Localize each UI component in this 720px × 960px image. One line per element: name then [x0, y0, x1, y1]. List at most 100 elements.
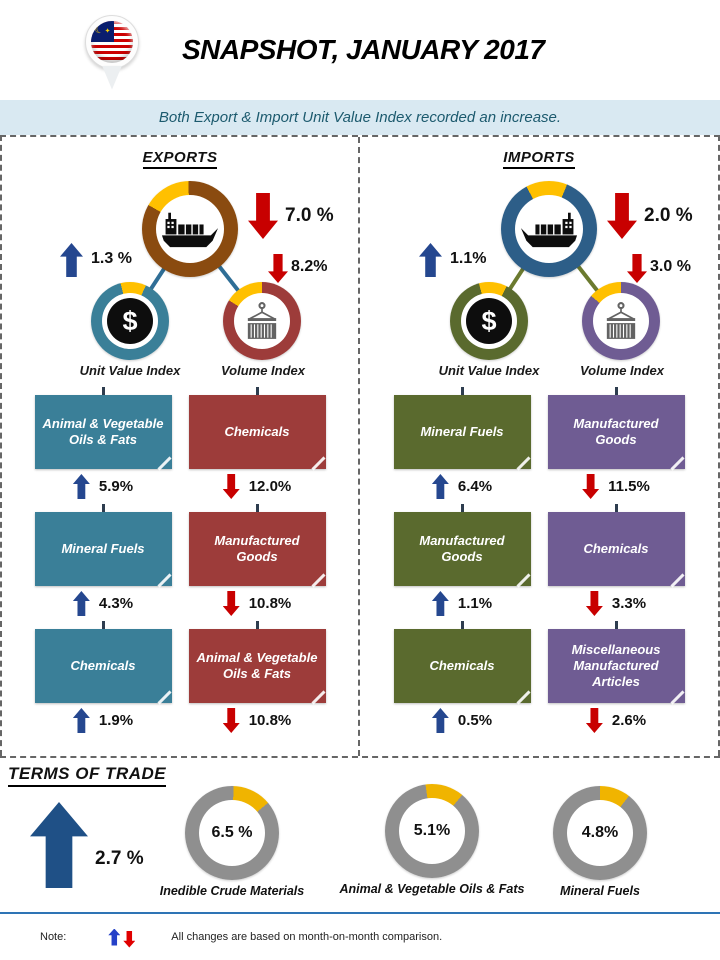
- exports-title: EXPORTS: [142, 149, 218, 169]
- exports-total-donut: [142, 181, 238, 277]
- connector-tick: [460, 387, 464, 395]
- change-value: 3.3%: [611, 595, 647, 612]
- connector-tick: [614, 504, 618, 512]
- category-change: 12.0%: [222, 469, 291, 504]
- connector-tick: [460, 621, 464, 629]
- up-arrow-icon: [72, 474, 90, 499]
- category-label: Manufactured Goods: [573, 415, 659, 447]
- trade-indices-panel: EXPORTS: [0, 135, 720, 756]
- imports-uvi-column: Mineral Fuels 6.4% Manufactured Goods 1.…: [393, 387, 531, 738]
- tot-value: 6.5 %: [211, 824, 253, 841]
- category-label: Mineral Fuels: [61, 540, 145, 556]
- connector-tick: [460, 504, 464, 512]
- down-arrow-icon: [585, 708, 603, 733]
- category-change: 2.6%: [585, 703, 647, 738]
- tot-item: 5.1% Animal & Vegetable Oils & Fats: [337, 784, 527, 896]
- imports-top-movers: Mineral Fuels 6.4% Manufactured Goods 1.…: [393, 387, 685, 738]
- change-value: 2.6%: [611, 712, 647, 729]
- highlight-banner: Both Export & Import Unit Value Index re…: [0, 100, 720, 135]
- down-arrow-icon: [582, 474, 600, 499]
- down-arrow-icon: [123, 930, 136, 948]
- tot-item: 4.8% Mineral Fuels: [505, 786, 695, 898]
- exports-unit-value-donut: $: [91, 282, 169, 360]
- imports-total-change: 2.0 %: [644, 205, 693, 226]
- header: ☾ ✦ SNAPSHOT, JANUARY 2017: [0, 0, 720, 100]
- tot-item: 6.5 % Inedible Crude Materials: [137, 786, 327, 898]
- up-arrow-icon: [72, 708, 90, 733]
- imports-unit-value-donut: $: [450, 282, 528, 360]
- exports-top-movers: Animal & Vegetable Oils & Fats 5.9% Mine…: [34, 387, 326, 738]
- connector-tick: [614, 387, 618, 395]
- up-arrow-icon: [431, 474, 449, 499]
- category-cell: Animal & Vegetable Oils & Fats 10.8%: [188, 621, 326, 738]
- category-label: Mineral Fuels: [420, 423, 504, 439]
- change-value: 0.5%: [457, 712, 493, 729]
- change-value: 6.4%: [457, 478, 493, 495]
- up-arrow-icon: [72, 591, 90, 616]
- highlight-text: Both Export & Import Unit Value Index re…: [158, 109, 562, 126]
- category-cell: Manufactured Goods 10.8%: [188, 504, 326, 621]
- category-change: 6.4%: [431, 469, 493, 504]
- up-arrow-icon: [431, 591, 449, 616]
- category-label: Manufactured Goods: [214, 532, 300, 564]
- change-value: 10.8%: [248, 595, 292, 612]
- category-change: 5.9%: [72, 469, 134, 504]
- imports-section: IMPORTS: [360, 137, 718, 756]
- exports-total-change: 7.0 %: [285, 205, 334, 226]
- change-value: 11.5%: [608, 478, 650, 495]
- exports-section: EXPORTS: [2, 137, 360, 756]
- category-cell: Manufactured Goods 1.1%: [393, 504, 531, 621]
- dollar-icon: $: [107, 298, 153, 344]
- page-title: SNAPSHOT, JANUARY 2017: [182, 34, 545, 65]
- imports-volume-label: Volume Index: [579, 363, 665, 378]
- category-box: Chemicals: [547, 512, 685, 586]
- category-change: 1.1%: [431, 586, 493, 621]
- tot-label: Inedible Crude Materials: [159, 884, 305, 898]
- connector-tick: [255, 504, 259, 512]
- tot-label: Animal & Vegetable Oils & Fats: [339, 882, 525, 896]
- imports-uvi-change: 1.1%: [450, 250, 487, 267]
- malaysia-flag-pin-icon: ☾ ✦: [84, 14, 140, 90]
- tot-donut: 4.8%: [553, 786, 647, 880]
- down-arrow-icon: [222, 708, 240, 733]
- exports-uvi-change: 1.3 %: [91, 250, 132, 267]
- category-cell: Mineral Fuels 4.3%: [34, 504, 172, 621]
- pin-tail: [102, 65, 122, 90]
- up-arrow-icon: [431, 708, 449, 733]
- imports-volume-change: 3.0 %: [650, 258, 691, 275]
- tot-value: 5.1%: [413, 822, 451, 839]
- note-label: Note:: [40, 931, 67, 943]
- change-value: 5.9%: [98, 478, 134, 495]
- dollar-icon: $: [466, 298, 512, 344]
- down-arrow-icon: [585, 591, 603, 616]
- tot-label: Mineral Fuels: [560, 884, 640, 898]
- note-text: All changes are based on month-on-month …: [171, 931, 443, 943]
- category-box: Animal & Vegetable Oils & Fats: [188, 629, 326, 703]
- category-label: Chemicals: [70, 657, 136, 673]
- container-icon: [601, 301, 641, 341]
- category-cell: Manufactured Goods 11.5%: [547, 387, 685, 504]
- malaysia-flag: ☾ ✦: [91, 20, 133, 63]
- category-box: Chemicals: [393, 629, 531, 703]
- tot-value: 4.8%: [581, 824, 619, 841]
- category-label: Chemicals: [583, 540, 649, 556]
- connector-tick: [255, 621, 259, 629]
- category-cell: Animal & Vegetable Oils & Fats 5.9%: [34, 387, 172, 504]
- category-label: Manufactured Goods: [419, 532, 505, 564]
- tot-donut: 6.5 %: [185, 786, 279, 880]
- category-change: 0.5%: [431, 703, 493, 738]
- star-icon: ✦: [104, 27, 111, 35]
- down-arrow-icon: [222, 591, 240, 616]
- category-box: Manufactured Goods: [547, 395, 685, 469]
- change-value: 1.9%: [98, 712, 134, 729]
- change-value: 1.1%: [457, 595, 493, 612]
- imports-total-donut: [501, 181, 597, 277]
- connector-tick: [101, 387, 105, 395]
- category-cell: Mineral Fuels 6.4%: [393, 387, 531, 504]
- cargo-ship-icon: [161, 210, 219, 248]
- up-arrow-icon: [30, 802, 88, 888]
- category-box: Manufactured Goods: [188, 512, 326, 586]
- exports-volume-column: Chemicals 12.0% Manufactured Goods 10.8%…: [188, 387, 326, 738]
- imports-volume-column: Manufactured Goods 11.5% Chemicals 3.3% …: [547, 387, 685, 738]
- imports-uvi-label: Unit Value Index: [438, 363, 540, 378]
